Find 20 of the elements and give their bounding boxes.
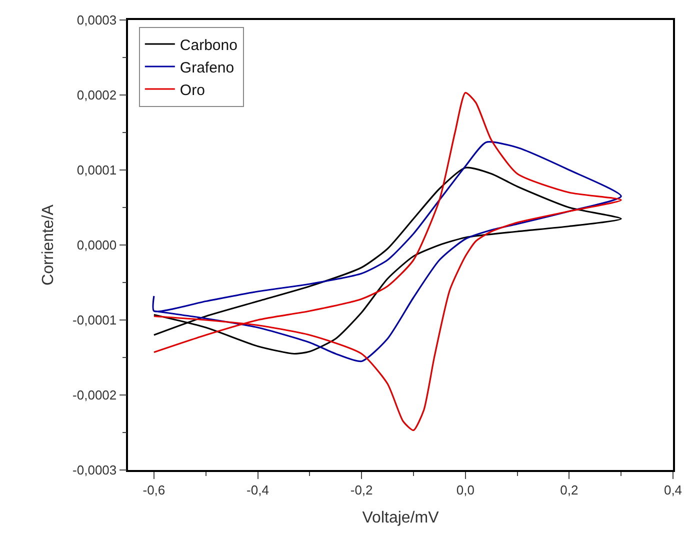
legend-label: Grafeno xyxy=(180,59,234,76)
legend-label: Carbono xyxy=(180,36,238,54)
x-tick-label: -0,4 xyxy=(246,482,269,498)
x-tick-label: 0,4 xyxy=(664,482,682,498)
x-tick-label: -0,2 xyxy=(350,482,373,498)
line-series xyxy=(153,166,622,355)
line-series xyxy=(152,141,622,362)
y-tick-label: 0,0000 xyxy=(76,238,117,253)
x-tick-label: -0,6 xyxy=(142,482,166,498)
y-axis-title: Corriente/A xyxy=(40,204,57,286)
y-tick-label: 0,0002 xyxy=(76,88,117,103)
y-tick-label: -0,0001 xyxy=(72,312,117,328)
legend-label: Oro xyxy=(180,82,205,99)
x-tick-label: 0,0 xyxy=(456,482,474,498)
x-axis-title: Voltaje/mV xyxy=(362,510,440,527)
y-tick-label: -0,0002 xyxy=(72,388,117,403)
x-tick-label: 0,2 xyxy=(560,482,578,498)
y-tick-label: 0,0001 xyxy=(76,162,117,178)
y-tick-label: 0,0003 xyxy=(76,12,117,28)
y-tick-label: -0,0003 xyxy=(72,462,117,478)
